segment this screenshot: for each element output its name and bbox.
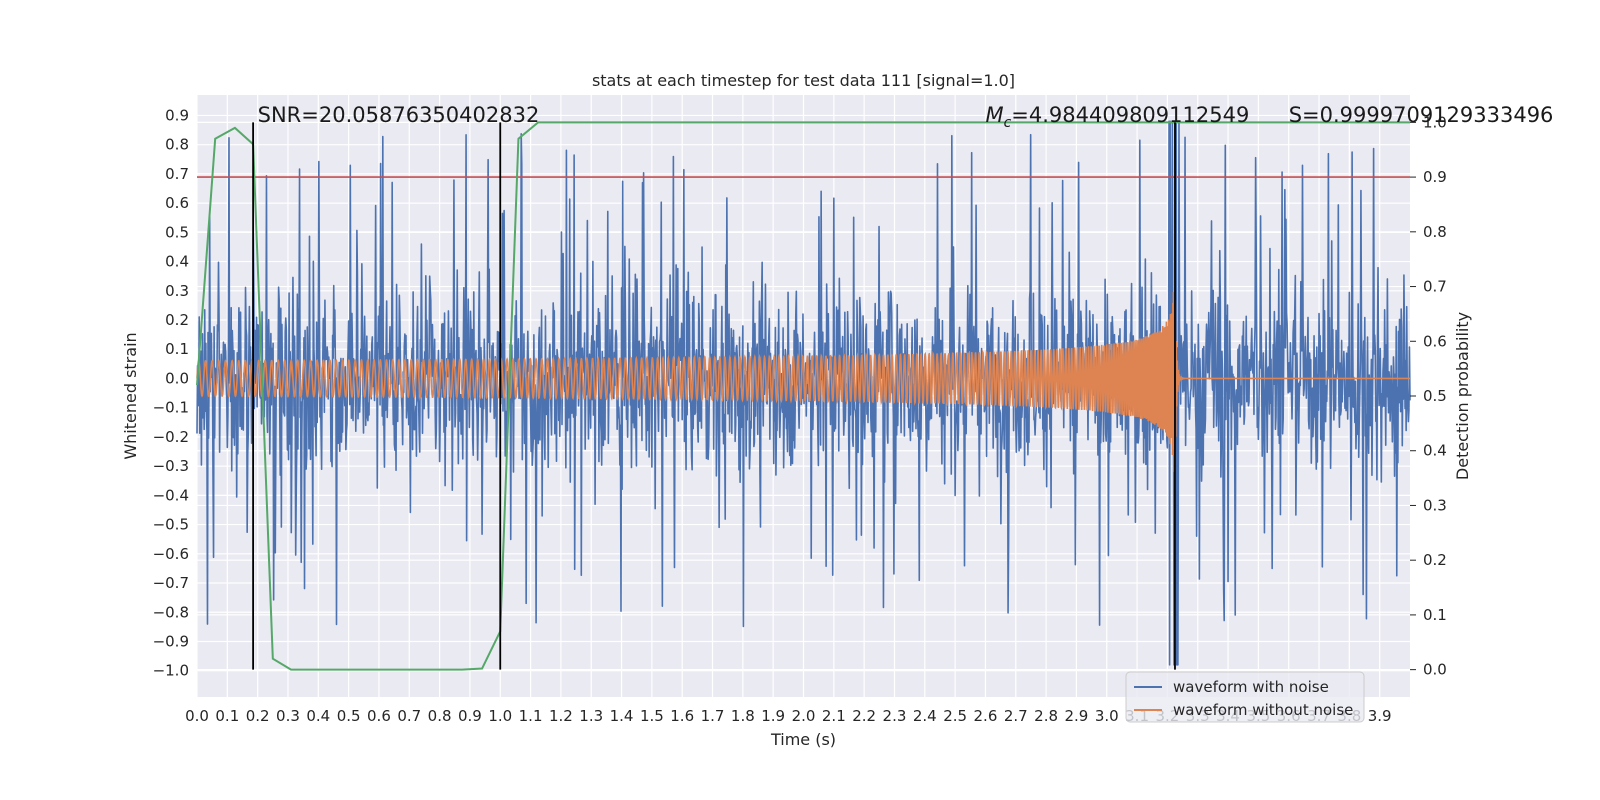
y-tick-label: 0.4 xyxy=(165,253,189,271)
x-tick-label: 0.6 xyxy=(367,707,391,725)
x-tick-label: 0.9 xyxy=(458,707,482,725)
x-tick-label: 0.0 xyxy=(185,707,209,725)
x-tick-label: 3.9 xyxy=(1368,707,1392,725)
y2-tick-label: 0.3 xyxy=(1423,496,1447,514)
x-tick-label: 0.1 xyxy=(215,707,239,725)
y-tick-label: −0.9 xyxy=(153,632,189,650)
y-tick-label: 0.1 xyxy=(165,340,189,358)
mc-value: =4.984409809112549 xyxy=(1011,103,1249,127)
x-tick-label: 2.0 xyxy=(792,707,816,725)
x-axis-label: Time (s) xyxy=(770,730,836,749)
y-tick-label: 0.2 xyxy=(165,311,189,329)
x-tick-label: 1.8 xyxy=(731,707,755,725)
x-tick-label: 0.5 xyxy=(337,707,361,725)
y2-tick-label: 1.0 xyxy=(1423,113,1447,131)
x-tick-label: 1.7 xyxy=(701,707,725,725)
x-tick-label: 2.7 xyxy=(1004,707,1028,725)
y-tick-label: −0.2 xyxy=(153,428,189,446)
y-tick-label: −0.1 xyxy=(153,399,189,417)
x-tick-label: 0.2 xyxy=(246,707,270,725)
y2-tick-label: 0.4 xyxy=(1423,442,1447,460)
y-tick-label: 0.5 xyxy=(165,223,189,241)
y-tick-label: 0.6 xyxy=(165,194,189,212)
y2-tick-label: 0.5 xyxy=(1423,387,1447,405)
x-tick-label: 1.2 xyxy=(549,707,573,725)
chirp-mass-annotation: Mc=4.984409809112549 xyxy=(985,103,1249,131)
y-tick-label: −0.4 xyxy=(153,486,189,504)
x-tick-label: 0.3 xyxy=(276,707,300,725)
x-tick-label: 3.0 xyxy=(1095,707,1119,725)
y2-tick-label: 0.9 xyxy=(1423,168,1447,186)
series-layer xyxy=(196,120,1411,666)
legend-label-noise: waveform with noise xyxy=(1173,678,1329,696)
series-clean-line xyxy=(196,292,1410,472)
y-tick-label: −1.0 xyxy=(153,662,189,680)
x-tick-label: 1.3 xyxy=(579,707,603,725)
snr-annotation: SNR=20.05876350402832 xyxy=(258,103,540,127)
x-tick-label: 0.8 xyxy=(428,707,452,725)
y-tick-label: 0.9 xyxy=(165,106,189,124)
y-tick-label: −0.8 xyxy=(153,603,189,621)
y2-tick-label: 0.6 xyxy=(1423,332,1447,350)
y-tick-label: −0.6 xyxy=(153,545,189,563)
y-tick-label: 0.7 xyxy=(165,165,189,183)
y-axis-ticks: 0.9 0.8 0.7 0.6 0.5 0.4 0.3 0.2 0.1 0.0 −0.1 −0.2 −0… xyxy=(153,106,189,679)
mc-symbol: M xyxy=(985,103,1003,127)
x-tick-label: 2.5 xyxy=(943,707,967,725)
overlay-layer xyxy=(196,121,1410,671)
x-tick-label: 2.1 xyxy=(822,707,846,725)
legend-label-clean: waveform without noise xyxy=(1173,701,1353,719)
y-tick-label: 0.3 xyxy=(165,282,189,300)
x-tick-label: 1.0 xyxy=(488,707,512,725)
y2-axis-label: Detection probability xyxy=(1453,312,1472,480)
x-tick-label: 0.7 xyxy=(397,707,421,725)
x-tick-label: 1.9 xyxy=(761,707,785,725)
y2-tick-label: 0.0 xyxy=(1423,661,1447,679)
legend-box xyxy=(1125,671,1365,723)
chart-title: stats at each timestep for test data 111… xyxy=(592,71,1015,90)
y-tick-label: 0.0 xyxy=(165,369,189,387)
y2-axis-ticks: 1.0 0.9 0.8 0.7 0.6 0.5 0.4 0.3 0.2 0.1 0.0 xyxy=(1410,113,1447,679)
y-tick-label: 0.8 xyxy=(165,136,189,154)
x-tick-label: 1.1 xyxy=(519,707,543,725)
y-tick-label: −0.7 xyxy=(153,574,189,592)
y-tick-label: −0.5 xyxy=(153,516,189,534)
x-tick-label: 2.9 xyxy=(1064,707,1088,725)
x-tick-label: 0.4 xyxy=(306,707,330,725)
x-tick-label: 2.4 xyxy=(913,707,937,725)
x-tick-label: 1.4 xyxy=(610,707,634,725)
y-tick-label: −0.3 xyxy=(153,457,189,475)
significance-annotation: S=0.9999709129333496 xyxy=(1289,103,1554,127)
y2-tick-label: 0.8 xyxy=(1423,223,1447,241)
x-tick-label: 2.2 xyxy=(852,707,876,725)
y2-tick-label: 0.1 xyxy=(1423,606,1447,624)
x-tick-label: 1.5 xyxy=(640,707,664,725)
y-axis-label: Whitened strain xyxy=(121,332,140,459)
y2-tick-label: 0.2 xyxy=(1423,551,1447,569)
x-tick-label: 2.3 xyxy=(883,707,907,725)
legend: waveform with noise waveform without noi… xyxy=(1125,671,1365,723)
x-tick-label: 2.8 xyxy=(1034,707,1058,725)
x-tick-label: 1.6 xyxy=(670,707,694,725)
y2-tick-label: 0.7 xyxy=(1423,278,1447,296)
x-tick-label: 2.6 xyxy=(974,707,998,725)
mc-subscript: c xyxy=(1004,115,1012,131)
